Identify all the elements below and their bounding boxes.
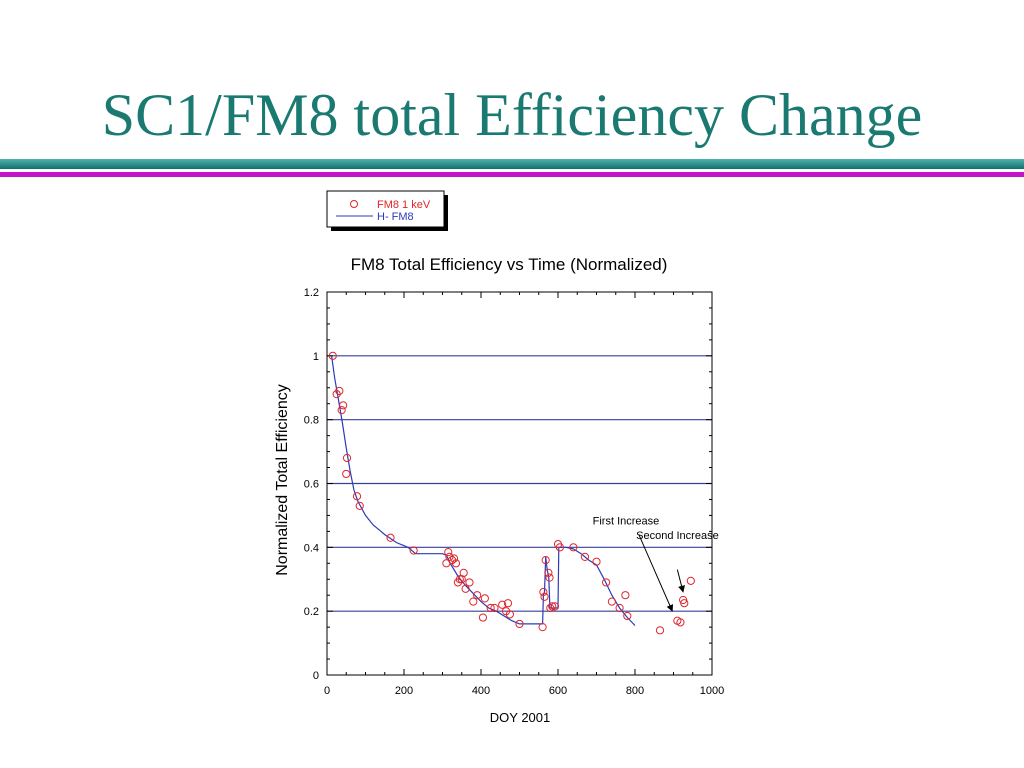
data-point-fm8	[490, 603, 499, 613]
data-point-fm8	[451, 559, 461, 568]
y-axis-label: Normalized Total Efficiency	[274, 384, 291, 576]
data-point-fm8	[540, 592, 549, 601]
legend-label-hfm8: H- FM8	[377, 211, 414, 223]
data-point-fm8	[486, 603, 495, 613]
data-point-fm8	[469, 597, 478, 606]
y-tick-label: 0.6	[304, 479, 319, 491]
data-point-fm8	[355, 501, 364, 510]
data-point-fm8	[541, 556, 550, 565]
annotation-label-2: Second Increase	[636, 530, 719, 542]
data-point-fm8	[342, 453, 352, 463]
data-point-fm8	[545, 573, 554, 582]
data-point-fm8	[478, 613, 488, 622]
annotation-label-1: First Increase	[593, 516, 660, 528]
data-point-fm8	[339, 401, 348, 410]
data-point-fm8	[461, 584, 470, 593]
y-tick-label: 1.2	[304, 287, 319, 299]
data-point-fm8	[548, 602, 557, 611]
chart-title: FM8 Total Efficiency vs Time (Normalized…	[351, 255, 668, 274]
data-point-fm8	[621, 591, 630, 600]
x-axis-label: DOY 2001	[490, 710, 550, 725]
data-point-fm8	[569, 543, 578, 552]
data-point-fm8	[505, 610, 514, 619]
x-tick-label: 0	[324, 685, 330, 697]
data-point-fm8	[655, 626, 665, 635]
data-point-fm8	[623, 611, 632, 621]
data-point-fm8	[555, 543, 565, 552]
data-point-fm8	[580, 552, 590, 562]
data-point-fm8	[444, 548, 453, 557]
x-tick-label: 1000	[700, 685, 724, 697]
annotation-arrow-2	[676, 569, 685, 593]
data-point-fm8	[515, 619, 524, 629]
data-point-fm8	[342, 469, 351, 479]
data-point-fm8	[449, 554, 459, 563]
data-point-fm8	[607, 597, 617, 606]
data-point-fm8	[602, 578, 611, 587]
slide-title: SC1/FM8 total Efficiency Change	[101, 82, 923, 148]
x-tick-label: 600	[549, 685, 567, 697]
data-point-fm8	[498, 600, 507, 609]
data-point-fm8	[352, 492, 362, 501]
series-line-hfm8	[331, 355, 636, 626]
data-point-fm8	[459, 568, 468, 577]
y-tick-label: 0.8	[304, 415, 319, 427]
data-point-fm8	[676, 618, 685, 627]
data-point-fm8	[409, 546, 418, 555]
data-point-fm8	[539, 587, 548, 597]
data-point-fm8	[686, 576, 695, 585]
legend-label-fm8: FM8 1 keV	[377, 199, 431, 211]
data-point-fm8	[337, 405, 346, 415]
title-divider-teal	[0, 159, 1024, 169]
data-point-fm8	[615, 603, 624, 613]
x-tick-label: 800	[626, 685, 644, 697]
y-tick-label: 0	[313, 670, 319, 682]
data-point-fm8	[386, 533, 395, 542]
legend-marker-fm8	[350, 200, 358, 208]
data-point-fm8	[538, 623, 547, 632]
x-tick-label: 400	[472, 685, 490, 697]
data-point-fm8	[335, 386, 344, 396]
data-point-fm8	[680, 599, 689, 608]
annotation-arrow-1	[638, 534, 674, 612]
data-point-fm8	[480, 594, 489, 603]
data-point-fm8	[544, 568, 553, 577]
data-point-fm8	[546, 603, 555, 613]
x-tick-label: 200	[395, 685, 413, 697]
data-point-fm8	[465, 578, 474, 587]
y-tick-label: 0.4	[304, 542, 319, 554]
y-tick-label: 0.2	[304, 606, 319, 618]
chart-legend: FM8 1 keV H- FM8	[326, 190, 448, 231]
y-tick-label: 1	[313, 351, 319, 363]
data-point-fm8	[328, 351, 337, 360]
data-point-fm8	[473, 591, 482, 600]
data-point-fm8	[550, 602, 560, 611]
data-point-fm8	[592, 557, 601, 566]
data-point-fm8	[503, 599, 513, 608]
title-divider-magenta	[0, 172, 1024, 177]
